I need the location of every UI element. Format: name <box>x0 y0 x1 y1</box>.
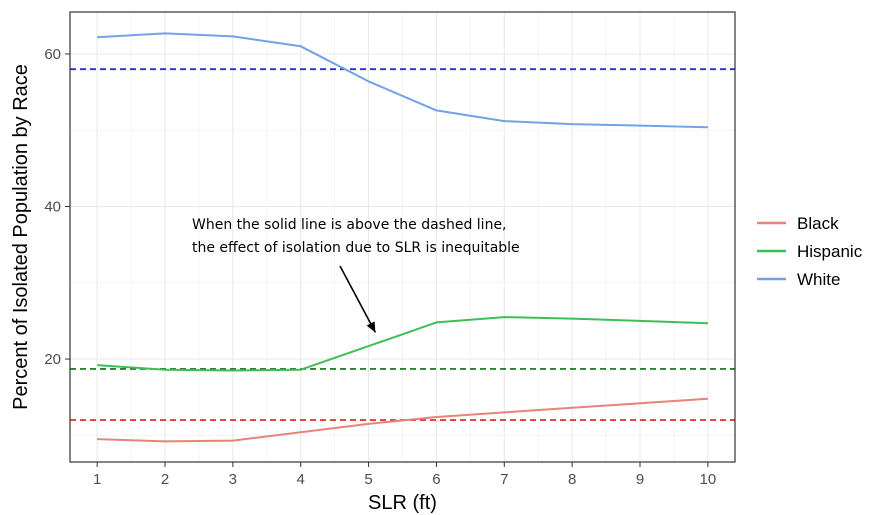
major-gridlines <box>70 12 735 462</box>
annotation-text: the effect of isolation due to SLR is in… <box>192 240 520 256</box>
x-tick-label: 5 <box>364 471 372 488</box>
y-tick-label: 40 <box>44 198 61 215</box>
y-tick-label: 20 <box>44 351 61 368</box>
x-tick-label: 8 <box>568 471 576 488</box>
series-line-black <box>97 397 708 443</box>
y-tick-label: 60 <box>44 46 61 63</box>
x-tick-label: 1 <box>93 471 101 488</box>
x-axis-ticks: 1 2 3 4 5 6 7 8 9 10 <box>93 462 716 488</box>
annotation-text: When the solid line is above the dashed … <box>192 217 507 233</box>
x-tick-label: 6 <box>432 471 440 488</box>
legend: Black Hispanic White <box>757 214 863 289</box>
legend-label-white: White <box>797 270 840 289</box>
annotation-arrowhead <box>366 321 376 333</box>
series-line-hispanic <box>97 316 708 372</box>
series-lines <box>97 32 708 443</box>
series-line-white <box>97 32 708 129</box>
y-axis-title: Percent of Isolated Population by Race <box>10 64 32 410</box>
plot-border <box>69 11 736 463</box>
x-tick-label: 2 <box>161 471 169 488</box>
annotation-arrow <box>339 265 377 333</box>
minor-gridlines <box>70 12 735 462</box>
y-axis-ticks: 20 40 60 <box>44 46 70 368</box>
x-tick-label: 7 <box>500 471 508 488</box>
x-axis-title: SLR (ft) <box>368 492 437 514</box>
annotation: When the solid line is above the dashed … <box>192 217 520 333</box>
x-tick-label: 4 <box>297 471 305 488</box>
legend-label-black: Black <box>797 214 839 233</box>
x-tick-label: 9 <box>636 471 644 488</box>
x-tick-label: 3 <box>229 471 237 488</box>
legend-label-hispanic: Hispanic <box>797 242 863 261</box>
x-tick-label: 10 <box>700 471 717 488</box>
